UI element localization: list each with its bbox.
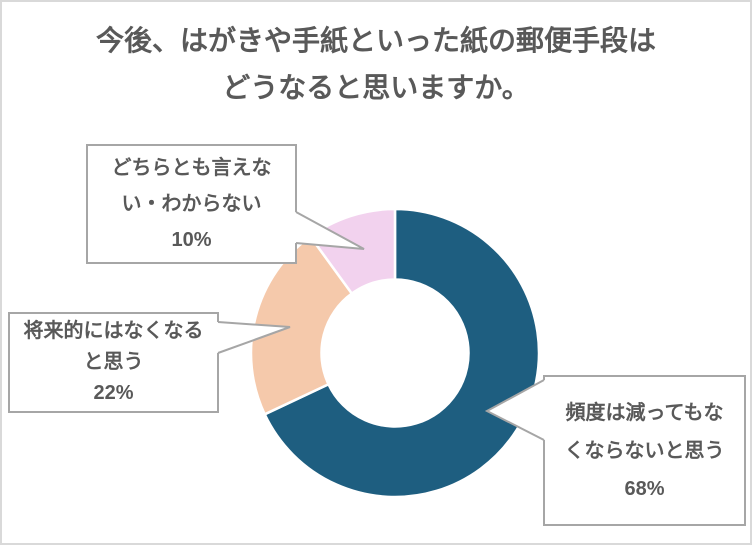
callout-border-10pct [86, 144, 297, 264]
callout-box-68pct [544, 376, 745, 525]
donut-slice-0 [263, 207, 541, 499]
chart-title: 今後、はがきや手紙といった紙の郵便手段は どうなると思いますか。 [2, 17, 750, 111]
callout-label-wont-disappear-line-1: 頻度は減ってもな [565, 401, 724, 424]
callout-pointer-22pct [217, 321, 291, 354]
callout-value-uncertain: 10% [171, 229, 212, 251]
callout-label-wont-disappear-line-2: くならないと思う [564, 439, 725, 462]
callout-box-22pct [9, 313, 218, 412]
callout-border-68pct [543, 375, 746, 526]
callout-pointer-fill-68pct [487, 380, 544, 440]
callout-label-will-disappear: 将来的にはなくなる と思う 22% [9, 313, 218, 412]
callout-label-will-disappear-line-1: 将来的にはなくなる [23, 320, 204, 342]
donut-slice-2 [308, 207, 397, 296]
callout-label-will-disappear-line-2: と思う [83, 351, 144, 373]
chart-title-line-1: 今後、はがきや手紙といった紙の郵便手段は [95, 25, 656, 56]
callout-label-uncertain-line-1: どちらとも言えな [111, 157, 272, 179]
callout-value-will-disappear: 22% [93, 382, 134, 404]
callout-value-wont-disappear: 68% [624, 477, 665, 500]
chart-title-line-2: どうなると思いますか。 [222, 72, 530, 103]
callout-pointer-10pct [295, 211, 365, 250]
callout-pointer-fill-22pct [218, 322, 290, 353]
callout-label-wont-disappear: 頻度は減ってもな くならないと思う 68% [544, 376, 745, 525]
callout-label-uncertain-line-2: い・わからない [121, 193, 262, 215]
callout-box-10pct [87, 145, 296, 263]
callout-pointer-68pct [484, 379, 545, 441]
callout-label-uncertain: どちらとも言えな い・わからない 10% [87, 145, 296, 263]
callout-border-22pct [8, 312, 219, 413]
